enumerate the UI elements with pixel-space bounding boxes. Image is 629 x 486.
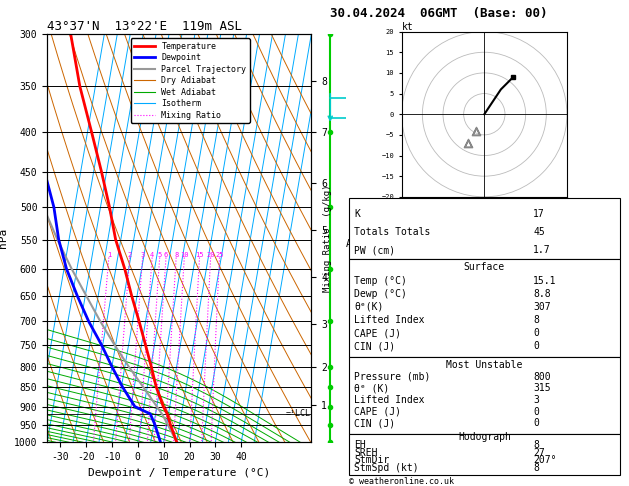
Text: Hodograph: Hodograph (458, 433, 511, 442)
Text: StmSpd (kt): StmSpd (kt) (354, 463, 419, 473)
Text: 1: 1 (107, 252, 111, 258)
Text: 6: 6 (164, 252, 168, 258)
Text: 207°: 207° (533, 455, 557, 465)
Text: PW (cm): PW (cm) (354, 245, 395, 255)
Text: 20: 20 (206, 252, 215, 258)
Text: Most Unstable: Most Unstable (446, 360, 523, 370)
Text: 0: 0 (533, 341, 539, 351)
Text: 8: 8 (174, 252, 178, 258)
Text: Surface: Surface (464, 262, 505, 272)
Text: 800: 800 (533, 371, 550, 382)
Text: © weatheronline.co.uk: © weatheronline.co.uk (349, 477, 454, 486)
Text: 2: 2 (128, 252, 132, 258)
Text: Lifted Index: Lifted Index (354, 395, 425, 405)
Text: K: K (354, 209, 360, 220)
Text: Totals Totals: Totals Totals (354, 227, 430, 237)
Text: 45: 45 (533, 227, 545, 237)
Text: 8: 8 (533, 463, 539, 473)
Text: StmDir: StmDir (354, 455, 389, 465)
Text: 0: 0 (533, 407, 539, 417)
Y-axis label: km
ASL: km ASL (346, 227, 364, 249)
Text: CIN (J): CIN (J) (354, 418, 395, 429)
Text: Mixing Ratio  (g/kg): Mixing Ratio (g/kg) (323, 184, 331, 292)
Text: Lifted Index: Lifted Index (354, 315, 425, 325)
Text: Temp (°C): Temp (°C) (354, 276, 407, 286)
Text: CAPE (J): CAPE (J) (354, 407, 401, 417)
Text: kt: kt (402, 21, 413, 32)
Text: 307: 307 (533, 302, 550, 312)
Text: 25: 25 (215, 252, 224, 258)
Text: SREH: SREH (354, 448, 377, 457)
Text: 17: 17 (533, 209, 545, 220)
Text: Pressure (mb): Pressure (mb) (354, 371, 430, 382)
Text: 8.8: 8.8 (533, 289, 550, 299)
Text: 315: 315 (533, 383, 550, 393)
Text: θᵉ(K): θᵉ(K) (354, 302, 384, 312)
Text: Dewp (°C): Dewp (°C) (354, 289, 407, 299)
Text: CIN (J): CIN (J) (354, 341, 395, 351)
Text: 8: 8 (533, 440, 539, 450)
Text: 0: 0 (533, 418, 539, 429)
Legend: Temperature, Dewpoint, Parcel Trajectory, Dry Adiabat, Wet Adiabat, Isotherm, Mi: Temperature, Dewpoint, Parcel Trajectory… (131, 38, 250, 123)
Text: EH: EH (354, 440, 366, 450)
Text: 10: 10 (180, 252, 189, 258)
Text: CAPE (J): CAPE (J) (354, 328, 401, 338)
X-axis label: Dewpoint / Temperature (°C): Dewpoint / Temperature (°C) (88, 468, 270, 478)
Text: 3: 3 (533, 395, 539, 405)
Text: 5: 5 (157, 252, 162, 258)
Text: 15: 15 (195, 252, 204, 258)
Text: 1.7: 1.7 (533, 245, 550, 255)
Text: 15.1: 15.1 (533, 276, 557, 286)
Text: 30.04.2024  06GMT  (Base: 00): 30.04.2024 06GMT (Base: 00) (330, 7, 548, 20)
Text: 0: 0 (533, 328, 539, 338)
Text: θᵉ (K): θᵉ (K) (354, 383, 389, 393)
Text: =¹LCL: =¹LCL (286, 410, 311, 418)
Text: 43°37'N  13°22'E  119m ASL: 43°37'N 13°22'E 119m ASL (47, 20, 242, 33)
Text: 3: 3 (140, 252, 145, 258)
Text: 8: 8 (533, 315, 539, 325)
Text: 27: 27 (533, 448, 545, 457)
Y-axis label: hPa: hPa (0, 228, 8, 248)
Text: 4: 4 (150, 252, 154, 258)
